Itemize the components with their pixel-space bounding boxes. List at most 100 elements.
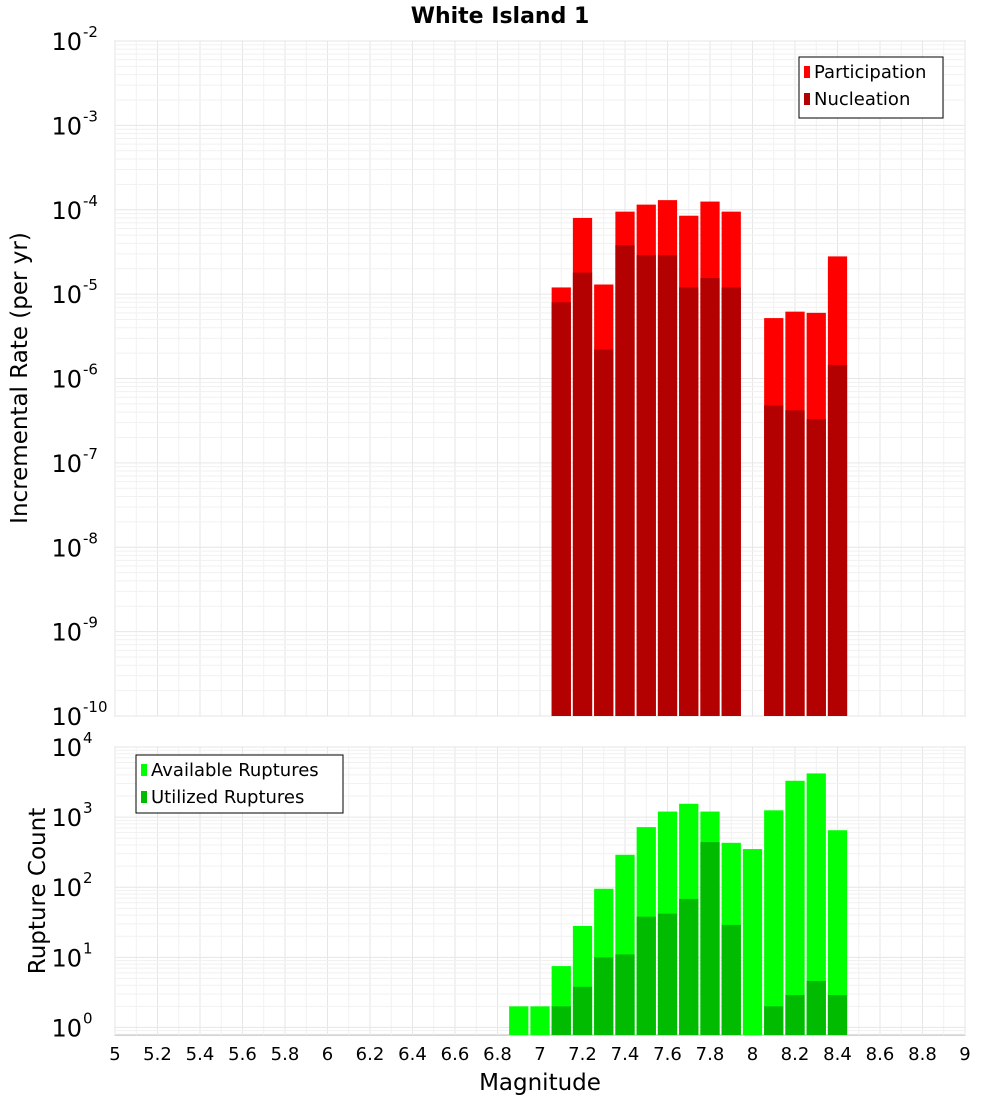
legend-box xyxy=(135,754,344,814)
y-tick-base: 10 xyxy=(51,112,82,140)
y-tick-base: 10 xyxy=(51,281,82,309)
x-tick-label: 8.4 xyxy=(823,1044,852,1065)
rupture-count-legend: Available Ruptures Utilized Ruptures xyxy=(135,754,344,814)
legend-label: Nucleation xyxy=(814,89,910,110)
x-tick-label: 6.8 xyxy=(483,1044,512,1065)
y-tick-label: 10 -5 xyxy=(51,276,98,309)
y-tick-exponent: -9 xyxy=(83,614,98,632)
x-tick-label: 7.6 xyxy=(653,1044,682,1065)
legend-box xyxy=(798,56,944,119)
y-tick-exponent: 4 xyxy=(83,729,93,747)
rate-bar-nucleation xyxy=(679,287,699,716)
x-tick-label: 5.4 xyxy=(186,1044,215,1065)
rupture-count-bar-utilized-ruptures xyxy=(679,898,699,1035)
x-tick-label: 8 xyxy=(747,1044,758,1065)
x-tick-label: 6.4 xyxy=(398,1044,427,1065)
x-tick-label: 9 xyxy=(959,1044,970,1065)
rupture-count-bar-utilized-ruptures xyxy=(764,1006,784,1035)
y-tick-exponent: -8 xyxy=(83,529,98,547)
y-tick-exponent: -4 xyxy=(83,192,98,210)
y-tick-exponent: -5 xyxy=(83,276,98,294)
y-tick-base: 10 xyxy=(51,703,82,731)
rupture-count-bar-available-ruptures xyxy=(785,780,805,1035)
y-tick-label: 10 -2 xyxy=(51,23,98,56)
y-tick-base: 10 xyxy=(51,450,82,478)
y-tick-base: 10 xyxy=(51,734,82,762)
rupture-count-bar-utilized-ruptures xyxy=(827,995,848,1035)
rupture-count-y-axis-label: Rupture Count xyxy=(25,808,51,974)
rate-bar-nucleation xyxy=(827,364,848,716)
y-tick-exponent: -6 xyxy=(83,361,98,379)
rupture-count-bar-available-ruptures xyxy=(530,1006,550,1035)
rate-bar-nucleation xyxy=(700,278,720,716)
rupture-count-bar-available-ruptures xyxy=(509,1006,529,1035)
rate-bar-nucleation xyxy=(615,245,635,717)
x-tick-label: 5 xyxy=(109,1044,120,1065)
legend-label: Available Ruptures xyxy=(151,760,319,781)
y-tick-base: 10 xyxy=(51,28,82,56)
y-tick-exponent: 0 xyxy=(83,1009,93,1027)
rate-bar-nucleation xyxy=(572,272,593,716)
y-tick-exponent: 2 xyxy=(83,869,93,887)
y-tick-exponent: 1 xyxy=(83,939,93,957)
y-tick-base: 10 xyxy=(51,874,82,902)
rate-bar-nucleation xyxy=(764,405,784,716)
y-tick-base: 10 xyxy=(51,534,82,562)
y-tick-base: 10 xyxy=(51,197,82,225)
x-tick-label: 5.2 xyxy=(143,1044,172,1065)
rupture-count-bar-utilized-ruptures xyxy=(572,986,593,1035)
y-tick-label: 10 -3 xyxy=(51,107,98,140)
chart-title: White Island 1 xyxy=(411,4,590,29)
rupture-count-bar-utilized-ruptures xyxy=(700,842,720,1035)
y-tick-label: 10 -4 xyxy=(51,192,98,225)
rupture-count-bar-available-ruptures xyxy=(764,810,784,1035)
y-tick-exponent: -3 xyxy=(83,107,98,125)
y-tick-exponent: -7 xyxy=(83,445,98,463)
rupture-count-bar-available-ruptures xyxy=(806,773,826,1035)
y-tick-label: 10 0 xyxy=(51,1009,92,1042)
rate-bar-nucleation xyxy=(594,349,614,716)
rate-bar-nucleation xyxy=(721,287,741,716)
x-tick-label: 7 xyxy=(534,1044,545,1065)
y-tick-label: 10 3 xyxy=(51,799,92,832)
y-tick-label: 10 -8 xyxy=(51,529,98,562)
x-tick-label: 8.8 xyxy=(908,1044,937,1065)
x-tick-label: 8.6 xyxy=(866,1044,895,1065)
magnitude-x-axis-label: Magnitude xyxy=(479,1070,601,1096)
rupture-count-bar-utilized-ruptures xyxy=(636,916,656,1035)
rate-bar-nucleation xyxy=(785,410,805,716)
rupture-count-bar-utilized-ruptures xyxy=(657,913,678,1035)
y-tick-exponent: -10 xyxy=(83,698,108,716)
legend-swatch xyxy=(141,764,147,776)
x-tick-label: 5.6 xyxy=(228,1044,257,1065)
x-tick-label: 7.8 xyxy=(696,1044,725,1065)
rupture-count-bar-utilized-ruptures xyxy=(594,957,614,1035)
x-tick-label: 6.6 xyxy=(441,1044,470,1065)
rate-y-axis-label: Incremental Rate (per yr) xyxy=(7,232,33,524)
rate-bar-nucleation xyxy=(657,255,678,716)
y-tick-label: 10 1 xyxy=(51,939,92,972)
x-tick-label: 8.2 xyxy=(781,1044,810,1065)
x-tick-label: 6.2 xyxy=(356,1044,385,1065)
y-tick-label: 10 2 xyxy=(51,869,92,902)
rupture-count-bar-available-ruptures xyxy=(742,849,763,1035)
rupture-count-bar-utilized-ruptures xyxy=(615,954,635,1035)
y-tick-label: 10 4 xyxy=(51,729,92,762)
rupture-count-bars xyxy=(509,773,848,1035)
y-tick-base: 10 xyxy=(51,366,82,394)
rupture-count-bar-utilized-ruptures xyxy=(806,980,826,1035)
x-tick-label: 7.4 xyxy=(611,1044,640,1065)
rupture-count-bar-utilized-ruptures xyxy=(785,995,805,1035)
y-tick-exponent: -2 xyxy=(83,23,98,41)
y-tick-label: 10 -10 xyxy=(51,698,107,731)
rupture-count-bar-utilized-ruptures xyxy=(721,924,741,1035)
rate-bars xyxy=(551,200,848,717)
legend-label: Utilized Ruptures xyxy=(151,787,304,808)
rate-bar-nucleation xyxy=(806,419,826,716)
y-tick-exponent: 3 xyxy=(83,799,93,817)
